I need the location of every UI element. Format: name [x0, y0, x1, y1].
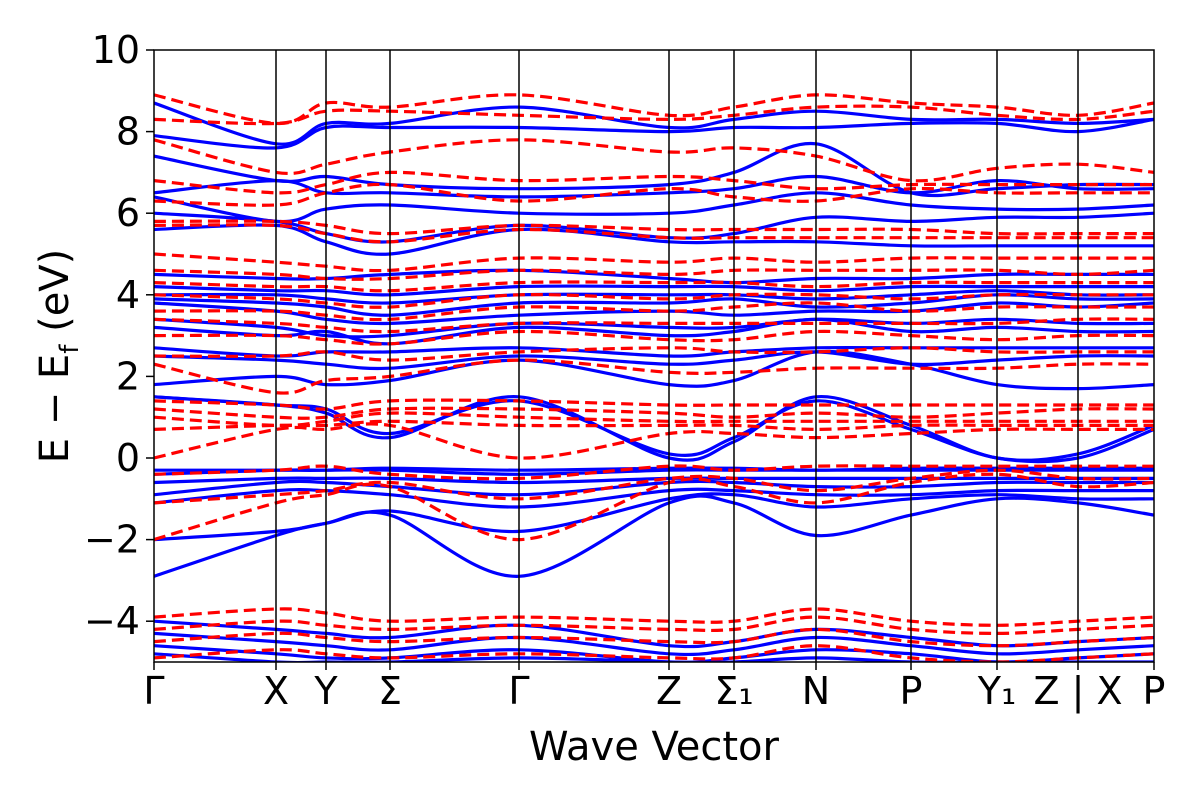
y-axis-ticks: −4 −2 0 2 4 6 8 10: [84, 28, 154, 643]
plot-frame: [153, 49, 1155, 663]
dashed-band-9: [154, 346, 1154, 362]
dashed-band-27: [154, 644, 1154, 662]
kpoint-label: Y: [313, 669, 338, 713]
dashed-band-16: [154, 252, 1154, 273]
dashed-band-18: [154, 219, 1154, 236]
y-tick-label: 4: [116, 273, 140, 317]
kpoint-label: P: [1143, 669, 1166, 713]
x-axis-ticks: Γ X Y Σ Γ Z Σ₁ N P Y₁ Z | X P: [143, 662, 1165, 714]
dashed-band-12: [154, 301, 1154, 322]
kpoint-label: N: [802, 669, 830, 713]
dashed-band-13: [154, 292, 1154, 309]
solid-band-28: [154, 644, 1154, 662]
y-tick-label: 8: [116, 110, 140, 154]
kpoint-label: Σ: [378, 669, 402, 713]
dashed-band-26: [154, 627, 1154, 648]
kpoint-label: X: [263, 669, 289, 713]
kpoint-label: Γ: [143, 669, 164, 713]
y-tick-label: 10: [92, 28, 140, 72]
y-tick-label: −4: [84, 599, 140, 643]
dashed-band-14: [154, 280, 1154, 293]
dashed-band-10: [154, 329, 1154, 346]
kpoint-label: Y₁: [977, 669, 1016, 713]
dashed-band-7: [154, 398, 1154, 411]
dashed-band-11: [154, 317, 1154, 334]
kpoint-divider-lines: [275, 50, 1079, 662]
y-axis-label: E − Ef (eV): [32, 249, 85, 464]
dashed-band-17: [154, 223, 1154, 244]
kpoint-label: Z: [656, 669, 682, 713]
dashed-band-6: [154, 406, 1154, 420]
dashed-band-4: [154, 419, 1154, 431]
y-tick-label: −2: [84, 518, 140, 562]
y-tick-label: 0: [116, 436, 140, 480]
dashed-band-5: [154, 411, 1154, 428]
dashed-band-25: [154, 615, 1154, 635]
kpoint-label: Γ: [508, 669, 529, 713]
kpoint-label: P: [900, 669, 923, 713]
dashed-band-15: [154, 268, 1154, 281]
dashed-band-2: [154, 464, 1154, 481]
dashed-band-0: [154, 472, 1154, 542]
y-tick-label: 6: [116, 191, 140, 235]
kpoint-label: Z | X: [1033, 669, 1122, 714]
x-axis-label: Wave Vector: [529, 724, 780, 770]
y-tick-label: 2: [116, 354, 140, 398]
kpoint-label: Σ₁: [714, 669, 753, 713]
